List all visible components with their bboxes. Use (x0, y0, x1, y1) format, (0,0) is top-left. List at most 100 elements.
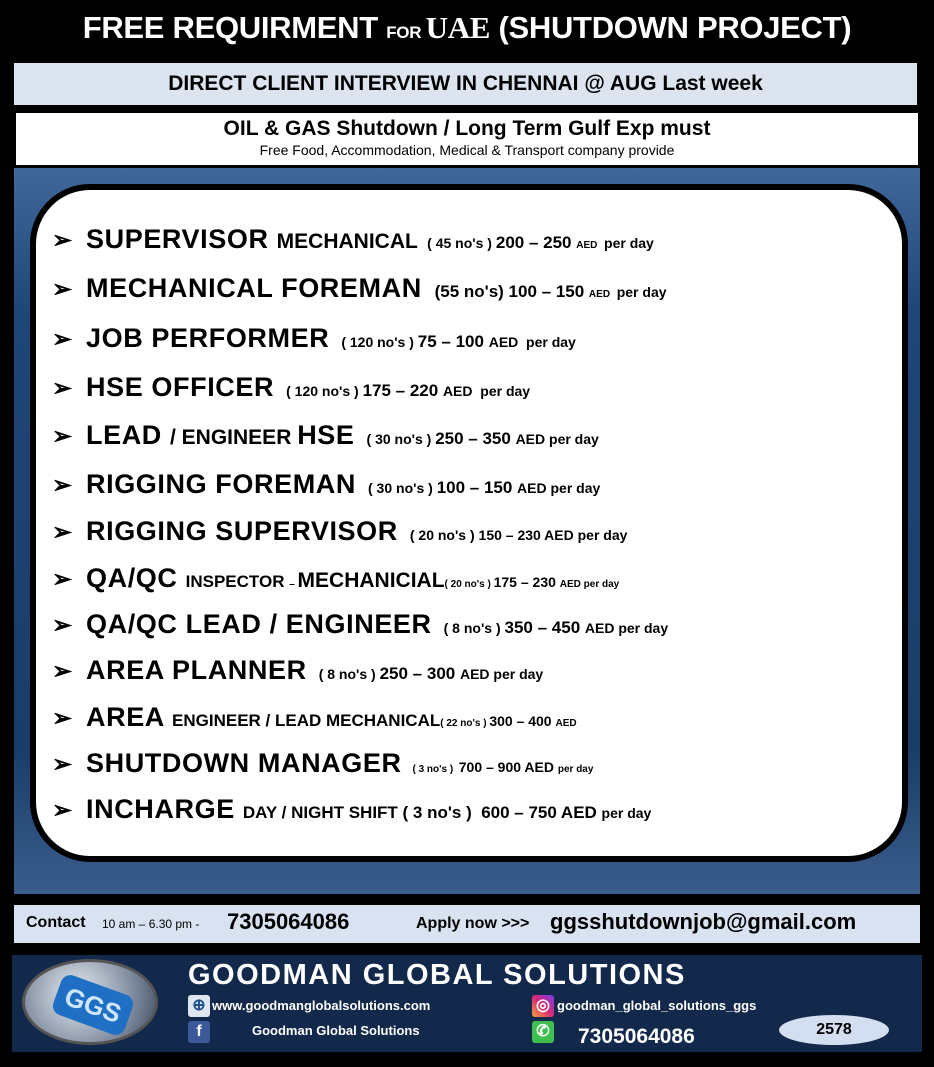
job-item: ➢ SHUTDOWN MANAGER ( 3 no's ) 700 – 900 A… (52, 748, 593, 779)
arrow-bullet-icon: ➢ (52, 472, 73, 499)
contact-bar: Contact 10 am – 6.30 pm - 7305064086 App… (14, 905, 920, 943)
instagram-icon: ◎ (532, 995, 554, 1017)
arrow-bullet-icon: ➢ (52, 566, 73, 593)
footer: GGS GOODMAN GLOBAL SOLUTIONS ⊕ www.goodm… (12, 955, 922, 1052)
whatsapp-icon: ✆ (532, 1021, 554, 1043)
job-detail: 250 – 350 (435, 429, 516, 448)
job-detail: AED per day (559, 579, 620, 590)
title-main: FREE REQUIRMENT (82, 10, 387, 45)
job-detail: INSPECTOR (185, 572, 290, 591)
job-title: LEAD (86, 420, 170, 450)
job-item: ➢ LEAD / ENGINEER HSE ( 30 no's ) 250 – 3… (52, 420, 599, 451)
job-detail: AED per day (459, 666, 544, 682)
job-detail: AED per day (517, 480, 601, 496)
job-detail: ( 30 no's ) (362, 431, 436, 447)
company-name: GOODMAN GLOBAL SOLUTIONS (188, 959, 686, 991)
job-detail: AED (588, 289, 613, 300)
post-number-badge: 2578 (779, 1015, 889, 1045)
arrow-bullet-icon: ➢ (52, 276, 73, 303)
whatsapp-number[interactable]: 7305064086 (578, 1025, 695, 1048)
job-item: ➢ JOB PERFORMER ( 120 no's ) 75 – 100 AED… (52, 323, 576, 354)
job-title: QA/QC LEAD / ENGINEER (86, 609, 440, 639)
contact-label: Contact (26, 914, 86, 931)
job-detail: ( 45 no's ) (423, 235, 496, 251)
job-detail: AED (576, 240, 601, 251)
arrow-bullet-icon: ➢ (52, 326, 73, 353)
arrow-bullet-icon: ➢ (52, 705, 73, 732)
arrow-bullet-icon: ➢ (52, 612, 73, 639)
website-link[interactable]: www.goodmanglobalsolutions.com (212, 998, 431, 1013)
job-detail: 350 – 450 (504, 618, 585, 637)
job-detail: – (289, 579, 298, 590)
title-project: (SHUTDOWN PROJECT) (490, 10, 852, 45)
job-item: ➢ SUPERVISOR MECHANICAL ( 45 no's ) 200 –… (52, 224, 654, 255)
job-detail: ( 30 no's ) (364, 480, 437, 496)
job-item: ➢ QA/QC LEAD / ENGINEER ( 8 no's ) 350 – … (52, 609, 668, 640)
arrow-bullet-icon: ➢ (52, 519, 73, 546)
job-detail: AED per day (515, 431, 599, 447)
facebook-link[interactable]: Goodman Global Solutions (252, 1023, 420, 1038)
globe-icon: ⊕ (188, 995, 210, 1017)
job-title: SHUTDOWN MANAGER (86, 748, 410, 778)
job-detail: per day (557, 764, 594, 775)
job-detail: 250 – 300 (379, 664, 460, 683)
job-detail: AED per day (488, 334, 576, 350)
job-detail: 75 – 100 (417, 332, 489, 351)
job-detail: ( 3 no's ) (409, 764, 459, 775)
job-detail: 175 – 220 (362, 381, 443, 400)
title-uae: UAE (425, 10, 491, 45)
job-detail: MECHANICIAL (297, 569, 445, 592)
job-detail: per day (601, 805, 652, 821)
job-detail: 175 – 230 (493, 574, 560, 590)
email-link[interactable]: ggsshutdownjob@gmail.com (550, 909, 857, 934)
job-detail: (55 no's) 100 – 150 (429, 282, 589, 301)
logo-text: GGS (50, 972, 136, 1038)
job-detail: ( 120 no's ) (337, 334, 418, 350)
job-title: HSE OFFICER (86, 372, 283, 402)
instagram-link[interactable]: goodman_global_solutions_ggs (557, 998, 757, 1013)
requirements-banner: OIL & GAS Shutdown / Long Term Gulf Exp … (16, 113, 918, 165)
arrow-bullet-icon: ➢ (52, 423, 73, 450)
job-detail: per day (600, 235, 654, 251)
job-title: RIGGING SUPERVISOR (86, 516, 406, 546)
job-detail: DAY / NIGHT SHIFT ( 3 no's ) 600 – 750 A… (242, 803, 602, 822)
job-title: MECHANICAL FOREMAN (86, 273, 430, 303)
job-detail: MECHANICAL (276, 230, 424, 253)
job-item: ➢ QA/QC INSPECTOR – MECHANICIAL( 20 no's … (52, 563, 619, 594)
job-detail: ( 8 no's ) (439, 620, 505, 636)
job-item: ➢ MECHANICAL FOREMAN (55 no's) 100 – 150 … (52, 273, 667, 304)
arrow-bullet-icon: ➢ (52, 751, 73, 778)
job-detail: 200 – 250 (495, 233, 577, 252)
job-item: ➢ HSE OFFICER ( 120 no's ) 175 – 220 AED … (52, 372, 530, 403)
job-detail: AED per day (584, 620, 669, 636)
poster-title: FREE REQUIRMENT FOR UAE (SHUTDOWN PROJEC… (0, 10, 934, 46)
job-detail: ( 20 no's ) 150 – 230 AED per day (405, 527, 628, 543)
job-item: ➢ INCHARGE DAY / NIGHT SHIFT ( 3 no's ) 6… (52, 794, 651, 825)
job-title: QA/QC (86, 563, 186, 593)
job-title: INCHARGE (86, 794, 243, 824)
job-detail: HSE (297, 420, 363, 450)
job-detail: ( 22 no's ) (440, 718, 490, 729)
job-title: RIGGING FOREMAN (86, 469, 365, 499)
job-title: JOB PERFORMER (86, 323, 338, 353)
arrow-bullet-icon: ➢ (52, 658, 73, 685)
job-detail: / ENGINEER (170, 426, 298, 449)
contact-hours: 10 am – 6.30 pm - (102, 917, 200, 931)
job-detail: 100 – 150 (436, 478, 518, 497)
job-detail: ( 8 no's ) (314, 666, 380, 682)
arrow-bullet-icon: ➢ (52, 227, 73, 254)
job-item: ➢ RIGGING SUPERVISOR ( 20 no's ) 150 – 23… (52, 516, 627, 547)
job-detail: 300 – 400 (489, 713, 556, 729)
arrow-bullet-icon: ➢ (52, 797, 73, 824)
job-title: AREA (86, 702, 173, 732)
job-item: ➢ RIGGING FOREMAN ( 30 no's ) 100 – 150 A… (52, 469, 600, 500)
job-detail: 700 – 900 AED (458, 759, 558, 775)
benefits-line: Free Food, Accommodation, Medical & Tran… (259, 142, 675, 158)
interview-banner: DIRECT CLIENT INTERVIEW IN CHENNAI @ AUG… (14, 63, 917, 105)
contact-phone[interactable]: 7305064086 (227, 909, 350, 934)
facebook-icon: f (188, 1021, 210, 1043)
title-for: FOR (386, 23, 426, 42)
job-detail: ENGINEER / LEAD MECHANICAL (172, 711, 441, 730)
job-detail: AED per day (442, 383, 531, 399)
job-detail: ( 120 no's ) (282, 383, 363, 399)
